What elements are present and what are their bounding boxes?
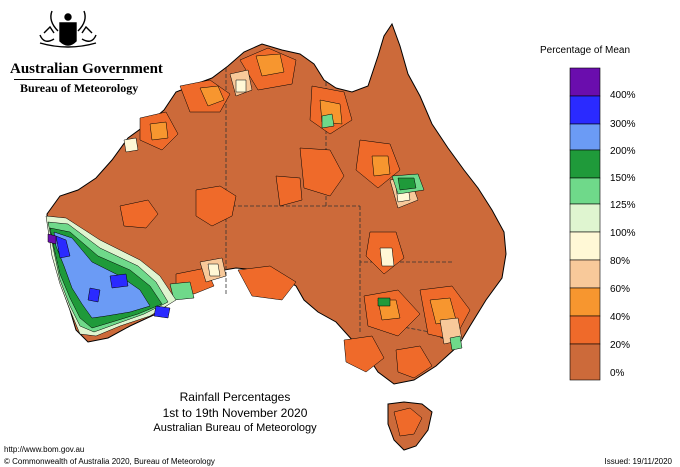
legend-label-20: 20% xyxy=(610,340,631,351)
legend-label-80: 80% xyxy=(610,256,631,267)
legend-label-60: 60% xyxy=(610,284,631,295)
legend-swatch-9 xyxy=(569,315,601,345)
map-title: Rainfall Percentages xyxy=(179,390,291,404)
legend-label-0: 0% xyxy=(610,368,625,379)
southwest-wa-wet-region xyxy=(45,215,177,337)
legend-title: Percentage of Mean xyxy=(540,45,631,56)
legend-label-200: 200% xyxy=(610,146,636,157)
legend-swatch-8 xyxy=(569,287,601,317)
map-source: Australian Bureau of Meteorology xyxy=(153,422,317,434)
legend-label-125: 125% xyxy=(610,200,636,211)
copyright-notice: © Commonwealth of Australia 2020, Bureau… xyxy=(4,457,215,466)
issued-date: Issued: 19/11/2020 xyxy=(604,457,672,466)
legend-swatch-10 xyxy=(569,343,601,381)
legend-swatch-2 xyxy=(569,123,601,151)
legend-label-100: 100% xyxy=(610,228,636,239)
coat-of-arms-icon xyxy=(39,10,97,48)
bom-url-link[interactable]: http://www.bom.gov.au xyxy=(4,445,85,454)
legend-swatch-1 xyxy=(569,95,601,125)
legend-swatch-3 xyxy=(569,149,601,179)
legend-swatch-5 xyxy=(569,203,601,233)
map-period: 1st to 19th November 2020 xyxy=(162,406,308,420)
legend-label-300: 300% xyxy=(610,119,636,130)
legend-swatch-4 xyxy=(569,177,601,205)
logo-divider xyxy=(14,79,124,80)
legend-label-150: 150% xyxy=(610,173,636,184)
legend-label-40: 40% xyxy=(610,312,631,323)
government-title: Australian Government xyxy=(10,61,163,77)
legend-colorbar xyxy=(569,67,601,381)
legend-swatch-7 xyxy=(569,259,601,289)
legend-swatch-6 xyxy=(569,231,601,261)
legend-label-400: 400% xyxy=(610,90,636,101)
agency-title: Bureau of Meteorology xyxy=(20,81,139,95)
tasmania-low-rain xyxy=(393,407,423,437)
above-average-regions xyxy=(169,113,463,351)
legend-swatch-0 xyxy=(569,67,601,97)
